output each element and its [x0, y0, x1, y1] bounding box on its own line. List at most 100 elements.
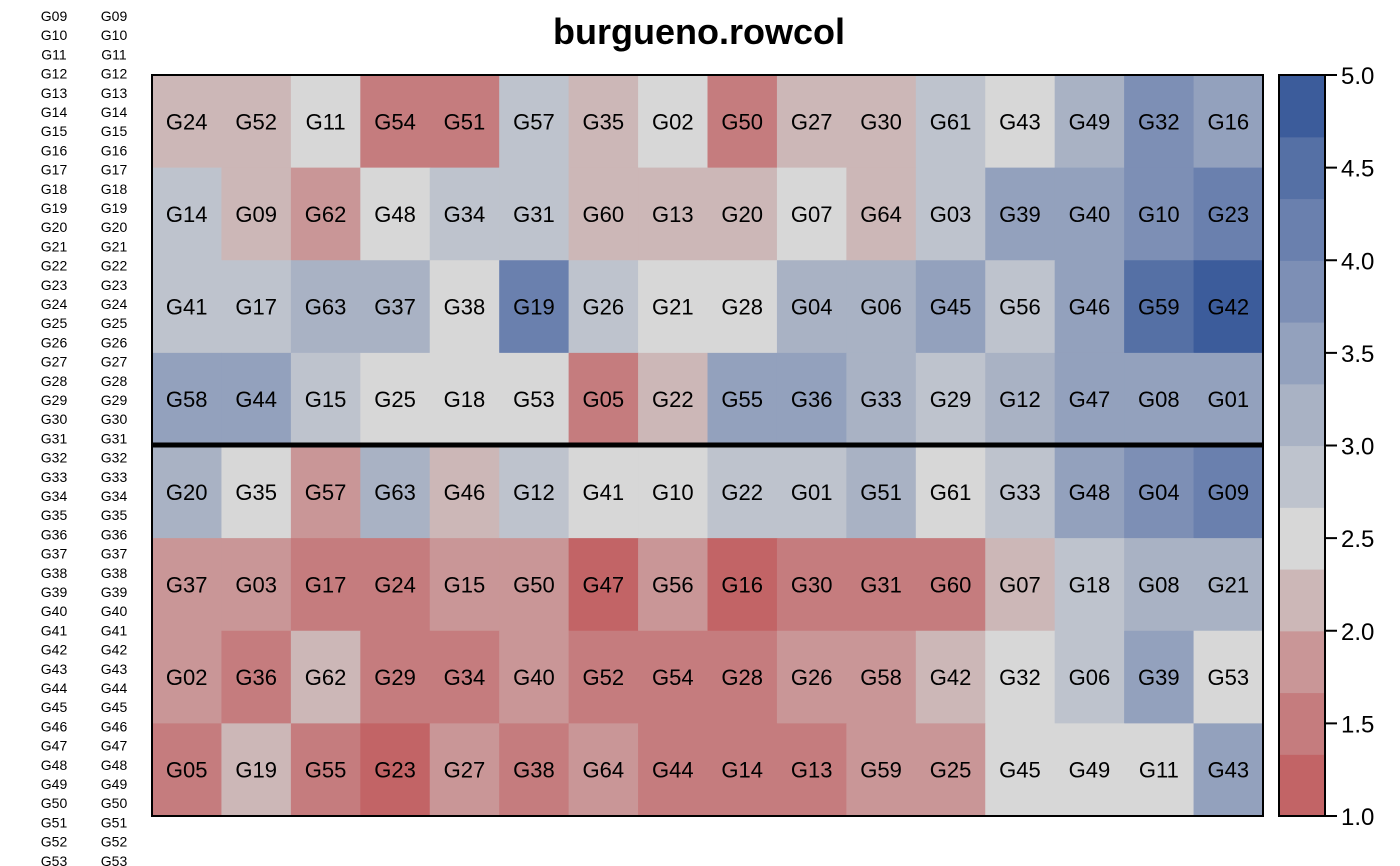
heatmap-cell-fill [1193, 445, 1264, 539]
heatmap-cell: G25 [360, 352, 431, 447]
heatmap-cell: G59 [1124, 260, 1195, 354]
heatmap-cell: G12 [499, 445, 570, 539]
heatmap-cell: G37 [152, 538, 223, 632]
heatmap-cell: G13 [638, 167, 709, 261]
margin-label: G35 [41, 507, 68, 523]
cell-label: G28 [721, 665, 763, 690]
cell-label: G20 [166, 480, 208, 505]
cell-label: G63 [305, 295, 347, 320]
cell-label: G35 [235, 480, 277, 505]
heatmap-cell-fill [290, 260, 361, 354]
cell-label: G51 [860, 480, 902, 505]
cell-label: G49 [1069, 758, 1111, 783]
heatmap-cell-fill [1054, 167, 1125, 261]
heatmap-cell: G34 [429, 167, 500, 261]
margin-label: G24 [41, 296, 68, 312]
heatmap-cell: G47 [1054, 352, 1125, 447]
heatmap-cell-fill [221, 167, 292, 261]
cell-label: G25 [930, 758, 972, 783]
colorbar-bin [1279, 445, 1325, 508]
heatmap-cell-fill [429, 75, 500, 169]
margin-label: G45 [101, 699, 128, 715]
heatmap-cell-fill [568, 445, 639, 539]
cell-label: G26 [583, 295, 625, 320]
heatmap-cell-fill [985, 352, 1056, 447]
cell-label: G11 [306, 109, 346, 134]
margin-label: G32 [41, 450, 68, 466]
heatmap-cell-fill [568, 630, 639, 724]
heatmap-cell-fill [638, 75, 709, 169]
cell-label: G56 [999, 295, 1041, 320]
margin-label: G43 [101, 661, 128, 677]
heatmap-cell: G03 [915, 167, 986, 261]
heatmap-cell: G08 [1124, 538, 1195, 632]
heatmap-cell: G05 [152, 723, 223, 817]
heatmap-cell-fill [1054, 352, 1125, 447]
cell-label: G30 [791, 572, 833, 597]
cell-label: G31 [513, 202, 555, 227]
heatmap-cell: G64 [846, 167, 917, 261]
heatmap-cell: G48 [1054, 445, 1125, 539]
heatmap-cell: G58 [846, 630, 917, 724]
margin-label: G21 [101, 238, 128, 254]
heatmap-cell: G33 [985, 445, 1056, 539]
heatmap-cell: G03 [221, 538, 292, 632]
cell-label: G50 [513, 572, 555, 597]
cell-label: G49 [1069, 109, 1111, 134]
cell-label: G05 [166, 758, 208, 783]
heatmap-cell: G53 [1193, 630, 1264, 724]
margin-label: G14 [41, 104, 68, 120]
heatmap-cell: G11 [290, 75, 361, 169]
colorbar-bin [1279, 630, 1325, 694]
heatmap-cell: G34 [429, 630, 500, 724]
cell-label: G48 [1069, 480, 1111, 505]
cell-label: G33 [999, 480, 1041, 505]
heatmap-cell: G17 [290, 538, 361, 632]
heatmap-cell-fill [360, 352, 431, 447]
cell-label: G62 [305, 665, 347, 690]
heatmap-cell: G50 [499, 538, 570, 632]
heatmap-cell-fill [360, 75, 431, 169]
colorbar-tick-label: 1.0 [1341, 804, 1374, 831]
margin-label: G52 [41, 834, 68, 850]
heatmap-cell-fill [915, 445, 986, 539]
margin-label: G12 [41, 66, 68, 82]
heatmap-cell: G20 [152, 445, 223, 539]
heatmap-cell: G29 [360, 630, 431, 724]
margin-label: G32 [101, 450, 128, 466]
heatmap-cell: G43 [985, 75, 1056, 169]
cell-label: G34 [444, 665, 486, 690]
margin-label: G27 [41, 354, 68, 370]
heatmap-cell: G09 [1193, 445, 1264, 539]
cell-label: G19 [513, 295, 555, 320]
heatmap-cell-fill [638, 538, 709, 632]
cell-label: G35 [583, 109, 625, 134]
heatmap-cell-fill [568, 538, 639, 632]
heatmap-cell-fill [915, 352, 986, 447]
cell-label: G03 [235, 572, 277, 597]
cell-label: G17 [235, 295, 277, 320]
heatmap-cell-fill [846, 630, 917, 724]
heatmap-cell-fill [638, 260, 709, 354]
heatmap-cell-fill [1124, 352, 1195, 447]
heatmap-cell-fill [499, 75, 570, 169]
heatmap-cell: G02 [152, 630, 223, 724]
margin-label: G40 [101, 603, 128, 619]
cell-label: G16 [1207, 109, 1249, 134]
cell-label: G30 [860, 109, 902, 134]
heatmap-cell: G43 [1193, 723, 1264, 817]
heatmap-cell: G38 [499, 723, 570, 817]
heatmap-cell: G32 [1124, 75, 1195, 169]
cell-label: G37 [374, 295, 416, 320]
cell-label: G57 [513, 109, 555, 134]
cell-label: G63 [374, 480, 416, 505]
heatmap-cell: G20 [707, 167, 778, 261]
cell-label: G60 [583, 202, 625, 227]
heatmap-cell: G35 [568, 75, 639, 169]
heatmap-cell-fill [707, 630, 778, 724]
heatmap-cell-fill [221, 723, 292, 817]
margin-label: G18 [41, 181, 68, 197]
heatmap-cell: G16 [707, 538, 778, 632]
cell-label: G58 [860, 665, 902, 690]
heatmap-cell-fill [1193, 75, 1264, 169]
